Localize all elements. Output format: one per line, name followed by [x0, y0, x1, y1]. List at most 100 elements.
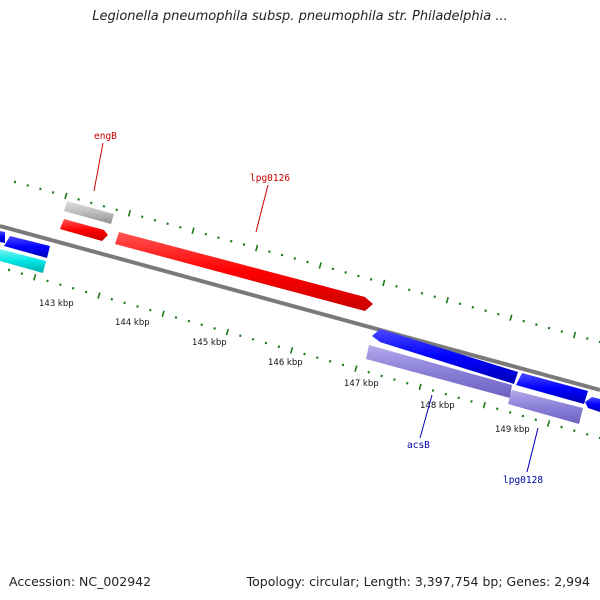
scale-label-148: 148 kbp: [420, 401, 455, 411]
minor-tick-mark: [77, 198, 80, 201]
minor-tick-mark: [367, 370, 370, 374]
minor-tick-mark: [560, 330, 564, 333]
major-tick-mark: [318, 262, 322, 269]
gene-label-lpg0126[interactable]: lpg0126: [250, 173, 290, 184]
minor-tick-mark: [229, 239, 233, 243]
minor-tick-mark: [444, 392, 448, 396]
minor-tick-mark: [166, 222, 169, 226]
minor-tick-mark: [149, 308, 152, 312]
minor-tick-mark: [174, 316, 178, 319]
genome-backbone: [0, 224, 600, 392]
minor-tick-mark: [406, 381, 409, 385]
minor-tick-mark: [213, 327, 216, 330]
minor-tick-mark: [433, 295, 436, 299]
reverse-strand-features: [0, 231, 600, 424]
map-title: Legionella pneumophila subsp. pneumophil…: [92, 9, 508, 24]
gene-label-engb[interactable]: engB: [94, 131, 117, 142]
major-tick-mark: [482, 401, 486, 409]
gene-arrow-lpg0126[interactable]: [115, 232, 373, 311]
major-tick-mark: [572, 331, 577, 339]
minor-tick-mark: [20, 272, 24, 275]
major-tick-mark: [33, 273, 37, 281]
scale-label-144: 144 kbp: [115, 318, 150, 328]
major-tick-mark: [191, 227, 195, 235]
minor-tick-mark: [293, 257, 297, 260]
outer-tick-track: [13, 180, 600, 344]
minor-tick-mark: [280, 253, 284, 257]
minor-tick-mark: [51, 191, 55, 194]
minor-tick-mark: [495, 407, 499, 411]
scale-label-146: 146 kbp: [268, 358, 303, 368]
minor-tick-mark: [13, 180, 17, 184]
minor-tick-mark: [573, 429, 576, 433]
major-tick-mark: [509, 314, 513, 321]
minor-tick-mark: [102, 205, 106, 208]
minor-tick-mark: [71, 286, 75, 290]
minor-tick-mark: [420, 291, 424, 295]
gene-label-acsb[interactable]: acsB: [407, 440, 430, 451]
minor-tick-mark: [586, 337, 589, 340]
major-tick-mark: [354, 365, 358, 372]
minor-tick-mark: [521, 414, 525, 418]
minor-tick-mark: [535, 323, 538, 326]
minor-tick-mark: [407, 288, 411, 292]
major-tick-mark: [97, 292, 101, 299]
minor-tick-mark: [470, 400, 473, 403]
minor-tick-mark: [140, 215, 144, 219]
minor-tick-mark: [115, 208, 118, 212]
gene-arrow-acsb[interactable]: [372, 329, 518, 384]
minor-tick-mark: [268, 250, 271, 253]
forward-strand-features: [60, 201, 373, 311]
minor-tick-mark: [242, 243, 246, 246]
minor-tick-mark: [547, 326, 551, 330]
leader-engb: [93, 142, 104, 192]
minor-tick-mark: [369, 278, 373, 281]
minor-tick-mark: [380, 374, 383, 378]
minor-tick-mark: [7, 268, 11, 272]
major-tick-mark: [64, 192, 68, 200]
gene-arrow-left-reverse-1[interactable]: [0, 231, 5, 243]
major-tick-mark: [161, 310, 165, 318]
gene-label-leaders: [93, 142, 539, 473]
minor-tick-mark: [200, 323, 203, 327]
minor-tick-mark: [110, 297, 114, 301]
scale-label-149: 149 kbp: [495, 425, 530, 435]
minor-tick-mark: [187, 319, 191, 323]
minor-tick-mark: [328, 359, 332, 363]
gene-arrow-lpg0127[interactable]: [516, 373, 588, 404]
major-tick-mark: [255, 244, 259, 252]
minor-tick-mark: [264, 341, 268, 345]
minor-tick-mark: [344, 271, 347, 274]
minor-tick-mark: [331, 267, 335, 271]
gene-arrow-engb-pseudo[interactable]: [64, 201, 114, 224]
minor-tick-mark: [204, 232, 208, 236]
minor-tick-mark: [136, 305, 139, 308]
gene-arrow-right-edge[interactable]: [585, 397, 600, 412]
genome-summary-text: Topology: circular; Length: 3,397,754 bp…: [246, 574, 590, 589]
minor-tick-mark: [585, 433, 589, 436]
gene-arrow-engb[interactable]: [60, 219, 108, 241]
scale-label-145: 145 kbp: [192, 338, 227, 348]
minor-tick-mark: [217, 236, 220, 239]
minor-tick-mark: [251, 338, 255, 341]
minor-tick-mark: [306, 260, 309, 264]
misc-feature-left[interactable]: [0, 249, 46, 273]
minor-tick-mark: [534, 418, 538, 422]
minor-tick-mark: [303, 352, 306, 356]
gene-arrow-left-reverse-2[interactable]: [4, 236, 50, 258]
major-tick-mark: [382, 279, 386, 287]
rna-feature-lpg0128[interactable]: [508, 390, 583, 424]
minor-tick-mark: [39, 187, 42, 191]
minor-tick-mark: [90, 201, 93, 205]
gene-labels: engB lpg0126 acsB lpg0128: [94, 131, 543, 486]
minor-tick-mark: [497, 312, 500, 316]
scale-ruler: 143 kbp 144 kbp 145 kbp 146 kbp 147 kbp …: [39, 299, 530, 435]
rna-feature-acsb[interactable]: [366, 345, 512, 398]
minor-tick-mark: [393, 378, 396, 381]
minor-tick-mark: [484, 309, 487, 313]
minor-tick-mark: [560, 425, 563, 429]
gene-label-lpg0128[interactable]: lpg0128: [503, 475, 543, 486]
minor-tick-mark: [316, 356, 319, 359]
accession-text: Accession: NC_002942: [9, 574, 152, 589]
